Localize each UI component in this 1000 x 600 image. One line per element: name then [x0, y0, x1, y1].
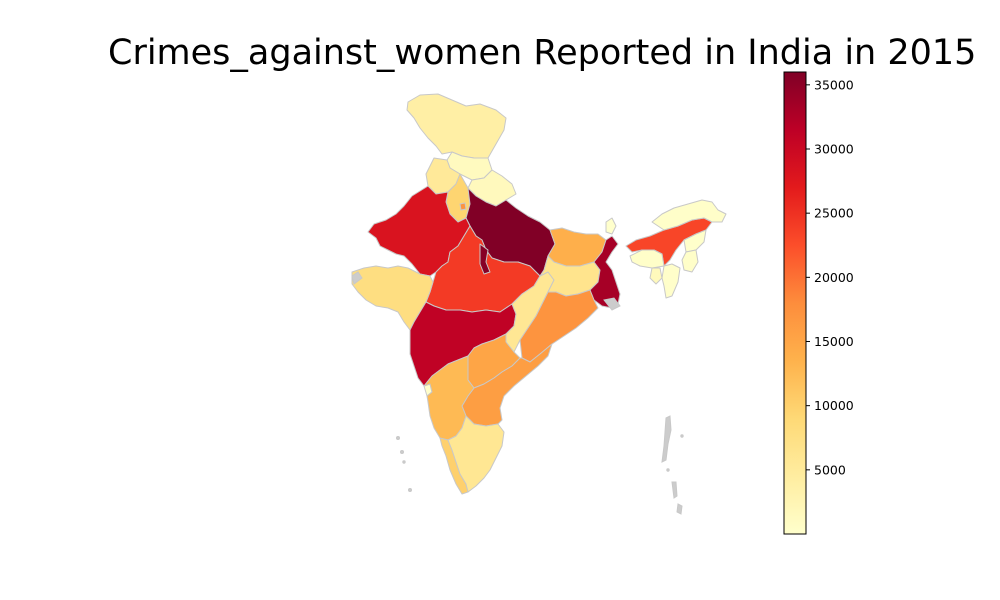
- region-bundelkhand-enclave: [479, 243, 491, 275]
- colorbar-tick-label: 25000: [814, 206, 854, 221]
- colorbar: 5000 10000 15000 20000 25000 30000 35000: [783, 71, 854, 535]
- no-data-islands: [351, 271, 684, 515]
- region-tamil-nadu: [447, 415, 505, 493]
- region-jammu-kashmir: [406, 93, 507, 159]
- region-mizoram: [661, 263, 681, 299]
- region-delhi: [459, 202, 467, 211]
- colorbar-tick-label: 30000: [814, 142, 854, 157]
- colorbar-tick-label: 15000: [814, 334, 854, 349]
- colorbar-ticks: 5000 10000 15000 20000 25000 30000 35000: [806, 77, 854, 477]
- map-title: Crimes_against_women Reported in India i…: [108, 33, 977, 73]
- region-arunachal-pradesh: [651, 199, 727, 231]
- region-tripura: [649, 267, 663, 285]
- colorbar-tick-label: 10000: [814, 398, 854, 413]
- colorbar-tick-label: 35000: [814, 77, 854, 92]
- colorbar-tick-label: 20000: [814, 270, 854, 285]
- region-meghalaya: [629, 249, 665, 269]
- region-sikkim: [605, 217, 617, 235]
- colorbar-gradient: [783, 71, 807, 535]
- colorbar-tick-label: 5000: [814, 462, 846, 477]
- region-manipur: [681, 249, 699, 273]
- state-regions: [351, 93, 727, 495]
